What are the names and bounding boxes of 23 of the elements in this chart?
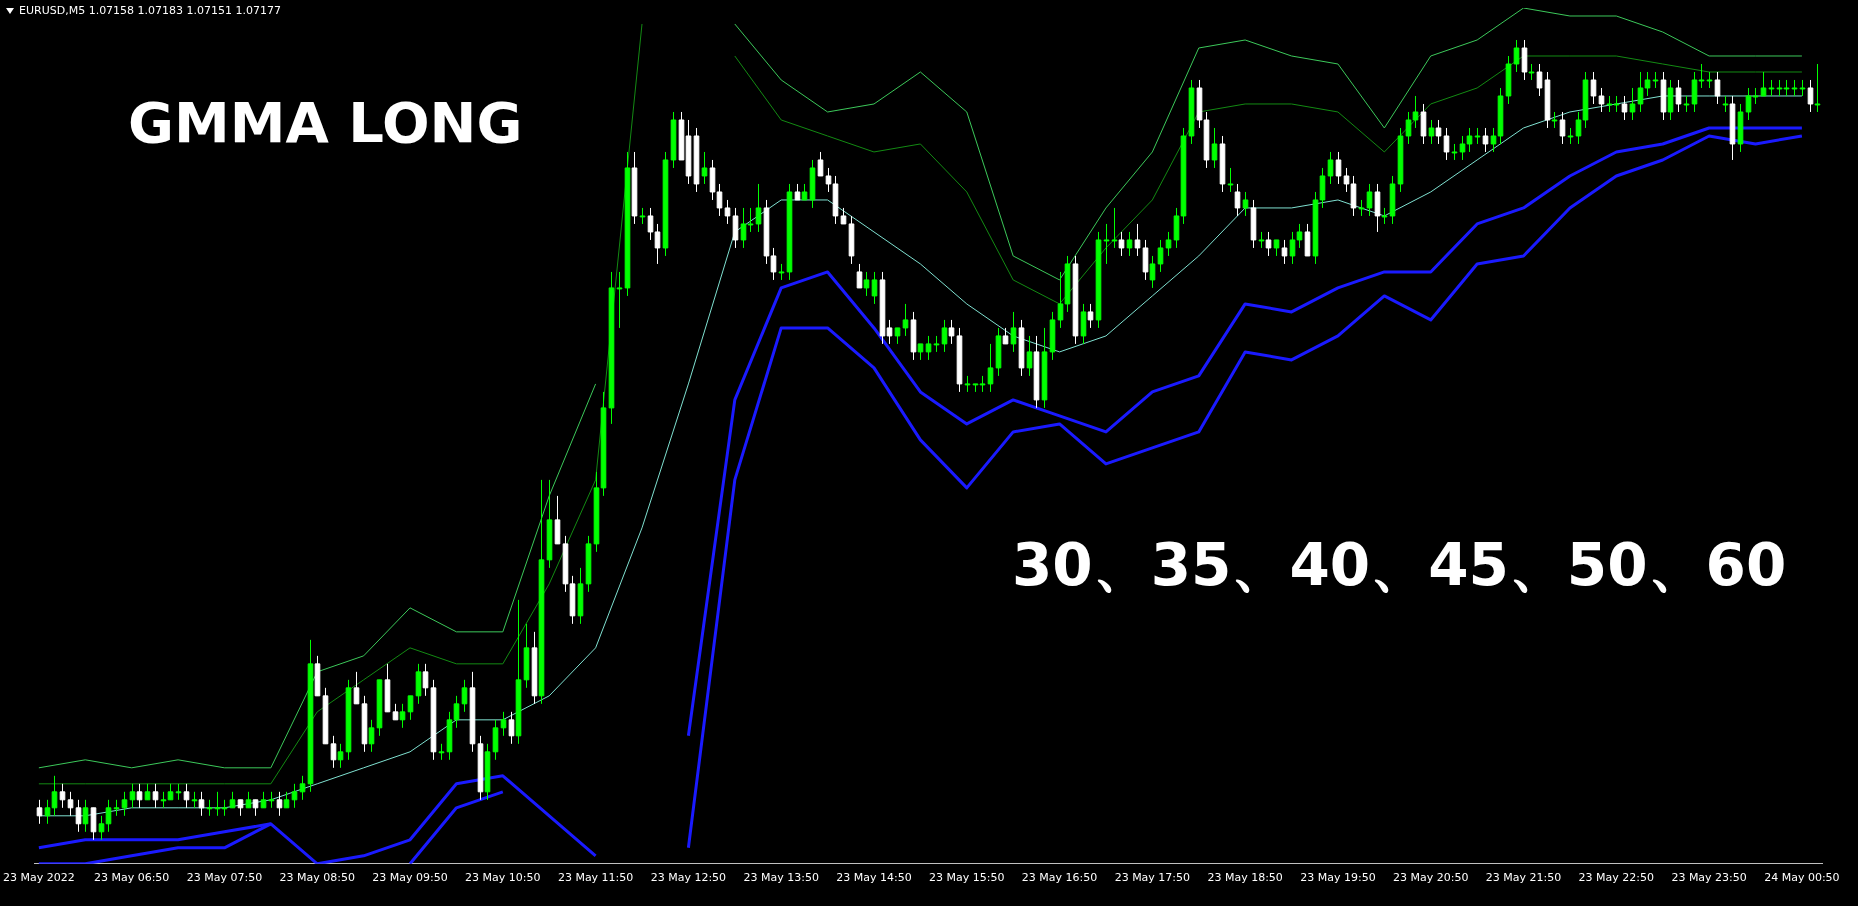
x-tick-label: 23 May 17:50 <box>1114 871 1191 885</box>
annotation: GMMA LONG <box>128 90 523 155</box>
x-tick-label: 23 May 19:50 <box>1300 871 1376 885</box>
x-tick-label: 23 May 11:50 <box>557 871 634 885</box>
x-tick-label: 23 May 15:50 <box>929 871 1005 885</box>
x-tick-label: 23 May 10:50 <box>465 871 541 885</box>
x-tick-label: 23 May 14:50 <box>836 871 912 885</box>
x-tick-label: 23 May 20:50 <box>1393 871 1469 885</box>
x-tick-label: 23 May 21:50 <box>1485 871 1562 885</box>
x-tick-label: 23 May 12:50 <box>650 871 727 885</box>
x-tick-label: 23 May 06:50 <box>93 871 170 885</box>
x-tick-label: 23 May 07:50 <box>186 871 263 885</box>
x-tick-label: 23 May 2022 <box>3 871 75 885</box>
x-tick-label: 23 May 23:50 <box>1671 871 1747 885</box>
x-tick-label: 23 May 13:50 <box>743 871 819 885</box>
x-tick-label: 23 May 18:50 <box>1207 871 1283 885</box>
annotation: 30、35、40、45、50、60 <box>1012 531 1787 599</box>
x-tick-label: 23 May 22:50 <box>1578 871 1655 885</box>
x-tick-label: 24 May 00:50 <box>1764 871 1840 885</box>
chart-title: EURUSD,M5 1.07158 1.07183 1.07151 1.07177 <box>19 4 282 17</box>
x-tick-label: 23 May 09:50 <box>372 871 448 885</box>
x-tick-label: 23 May 16:50 <box>1021 871 1098 885</box>
x-tick-label: 23 May 08:50 <box>279 871 355 885</box>
